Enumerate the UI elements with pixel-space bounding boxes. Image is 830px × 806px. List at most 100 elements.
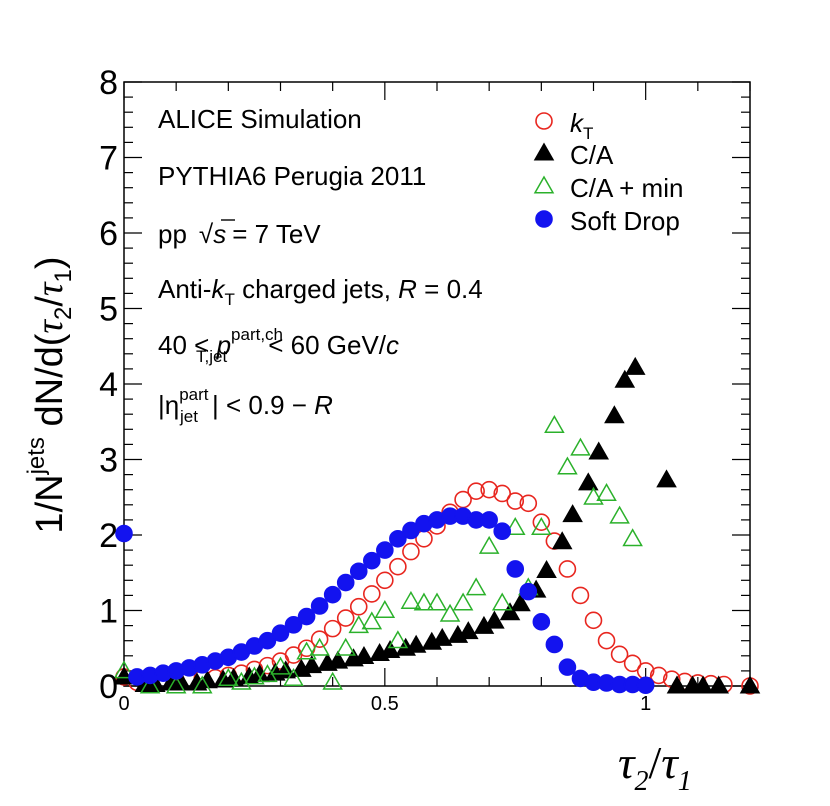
point-kt [389,557,407,576]
point-kt [467,482,485,501]
annotation-alice: ALICE Simulation [158,104,362,134]
annotation-jets: Anti-kT charged jets, R = 0.4 [158,274,483,309]
point-c-a-min [283,667,304,686]
point-c-a [510,593,531,612]
y-tick-label: 8 [99,64,118,102]
point-c-a-min [583,486,604,505]
point-c-a-min [165,675,187,694]
point-kt [480,480,498,499]
point-kt [493,484,512,503]
point-kt [610,645,629,664]
point-c-a-min [191,675,213,694]
point-soft-drop [493,522,512,541]
y-tick-label: 6 [99,215,118,253]
y-tick-label: 3 [99,442,118,480]
point-c-a [536,559,557,578]
point-c-a-min [478,535,500,554]
point-soft-drop [336,573,355,592]
annotation-pythia: PYTHIA6 Perugia 2011 [158,161,426,191]
point-c-a-min [544,415,565,434]
point-c-a [353,646,375,665]
point-c-a-min [296,641,317,660]
legend-label-kt: kT [570,108,593,143]
point-c-a [499,602,521,621]
point-kt [376,571,394,590]
point-soft-drop [349,562,368,581]
point-soft-drop [297,607,316,626]
point-c-a [666,675,688,694]
point-kt [310,630,329,648]
x-tick-label: 0.5 [371,693,399,715]
point-c-a [624,356,646,375]
point-soft-drop [362,551,381,570]
annotation-eta: |ηpart jet | < 0.9 − R [158,385,333,426]
legend-marker-kt [535,112,553,130]
y-tick-label: 0 [99,668,118,706]
point-soft-drop [636,676,655,695]
point-soft-drop [480,511,498,529]
x-tick-label: 1 [640,693,651,715]
y-tick-label: 1 [99,593,118,631]
point-c-a-min [557,456,578,475]
point-c-a-min [465,577,487,596]
point-kt [336,609,355,627]
point-c-a [604,405,625,424]
point-c-a [301,655,323,674]
point-c-a-min [374,599,396,618]
point-kt [649,666,668,685]
point-c-a [577,472,599,491]
point-c-a-min [387,630,409,649]
point-kt [506,492,525,510]
point-c-a-min [609,505,630,524]
point-kt [558,560,577,578]
point-soft-drop [323,585,342,604]
point-c-a-min [531,516,552,535]
point-soft-drop [558,658,577,676]
point-c-a-min [439,603,461,622]
point-c-a-min [491,592,513,611]
point-c-a-min [452,592,474,611]
y-tick-label: 2 [99,517,118,555]
point-c-a [739,675,761,694]
point-kt [623,654,642,673]
point-soft-drop [389,529,407,548]
point-c-a-min [270,656,291,675]
point-soft-drop [284,616,303,634]
point-c-a-min [218,667,239,686]
point-soft-drop [532,613,551,631]
point-kt [571,586,590,605]
annotation-pt: 40 < ppart,ch T,jet < 60 GeV/c [158,325,399,366]
point-c-a-min [361,611,383,630]
point-soft-drop [519,582,538,601]
point-c-a-min [570,437,591,456]
point-c-a [708,675,729,694]
point-c-a-min [413,592,435,611]
point-c-a-min [596,482,617,501]
legend-label-ca: C/A [570,140,614,170]
point-kt [402,542,420,561]
point-c-a-min [244,666,265,685]
point-c-a [614,369,636,388]
point-c-a-min [335,637,357,656]
point-c-a [405,634,427,653]
point-c-a [551,531,573,550]
annotation-energy: pp √s = 7 TeV [158,219,321,249]
x-axis-title: τ2/τ1 [618,737,692,797]
point-c-a-min [426,592,448,611]
point-c-a-min [504,516,526,535]
point-c-a [327,650,349,669]
point-c-a [562,504,583,523]
point-kt [349,597,368,616]
point-c-a-min [400,590,422,609]
y-tick-label: 4 [99,366,118,404]
legend-marker-c-a [533,142,555,161]
point-soft-drop [376,541,394,559]
point-c-a [379,640,401,659]
point-soft-drop [506,560,525,578]
point-c-a-min [231,671,252,690]
point-c-a [431,627,453,646]
point-soft-drop [271,624,290,642]
point-c-a [484,610,505,629]
legend-label-softdrop: Soft Drop [570,206,680,236]
